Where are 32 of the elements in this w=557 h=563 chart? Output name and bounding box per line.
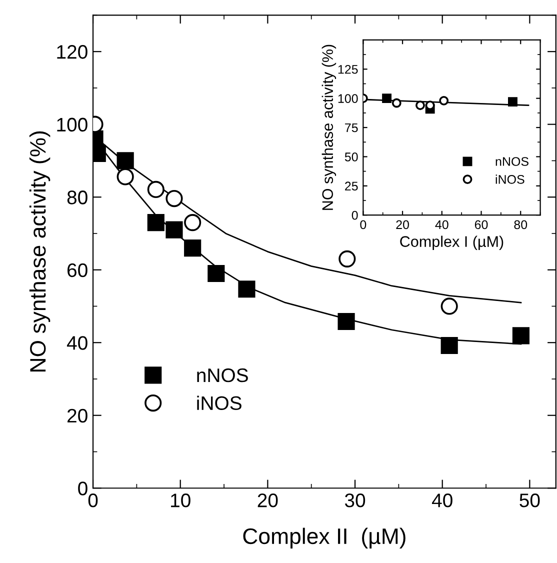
y-tick-label: 75 [345, 123, 358, 132]
y-tick-label: 120 [57, 45, 88, 59]
y-tick-label: 40 [66, 336, 88, 350]
x-tick-label: 20 [258, 493, 278, 508]
x-axis-title: Complex I (µM) [400, 236, 504, 250]
x-tick-label: 60 [474, 220, 488, 230]
y-tick-label: 80 [67, 190, 88, 204]
y-tick-label: 125 [338, 64, 358, 74]
y-tick-label: 100 [338, 94, 358, 103]
y-tick-label: 60 [68, 263, 88, 278]
x-axis-title: Complex II (µM) [243, 528, 406, 548]
x-tick-label: 0 [360, 220, 366, 230]
x-tick-label: 30 [344, 493, 366, 508]
x-tick-label: 0 [88, 493, 98, 508]
legend-label: iNOS [496, 174, 524, 184]
y-tick-label: 20 [68, 408, 88, 423]
y-tick-label: 100 [57, 118, 88, 132]
y-tick-label: 0 [352, 210, 358, 220]
legend-label: nNOS [496, 157, 528, 166]
x-tick-label: 10 [171, 493, 190, 508]
x-tick-label: 80 [514, 220, 528, 230]
y-tick-label: 0 [78, 482, 88, 496]
y-tick-label: 25 [345, 182, 358, 191]
x-tick-label: 50 [520, 493, 540, 508]
y-axis-title: NO synthase activity (%) [29, 131, 50, 372]
y-axis-title: NO synthase activity (%) [322, 44, 336, 210]
x-tick-label: 40 [435, 220, 448, 230]
x-tick-label: 20 [396, 220, 409, 230]
x-tick-label: 40 [432, 493, 452, 508]
legend-label: iNOS [197, 396, 242, 410]
y-tick-label: 50 [344, 152, 358, 162]
legend-label: nNOS [197, 368, 248, 382]
